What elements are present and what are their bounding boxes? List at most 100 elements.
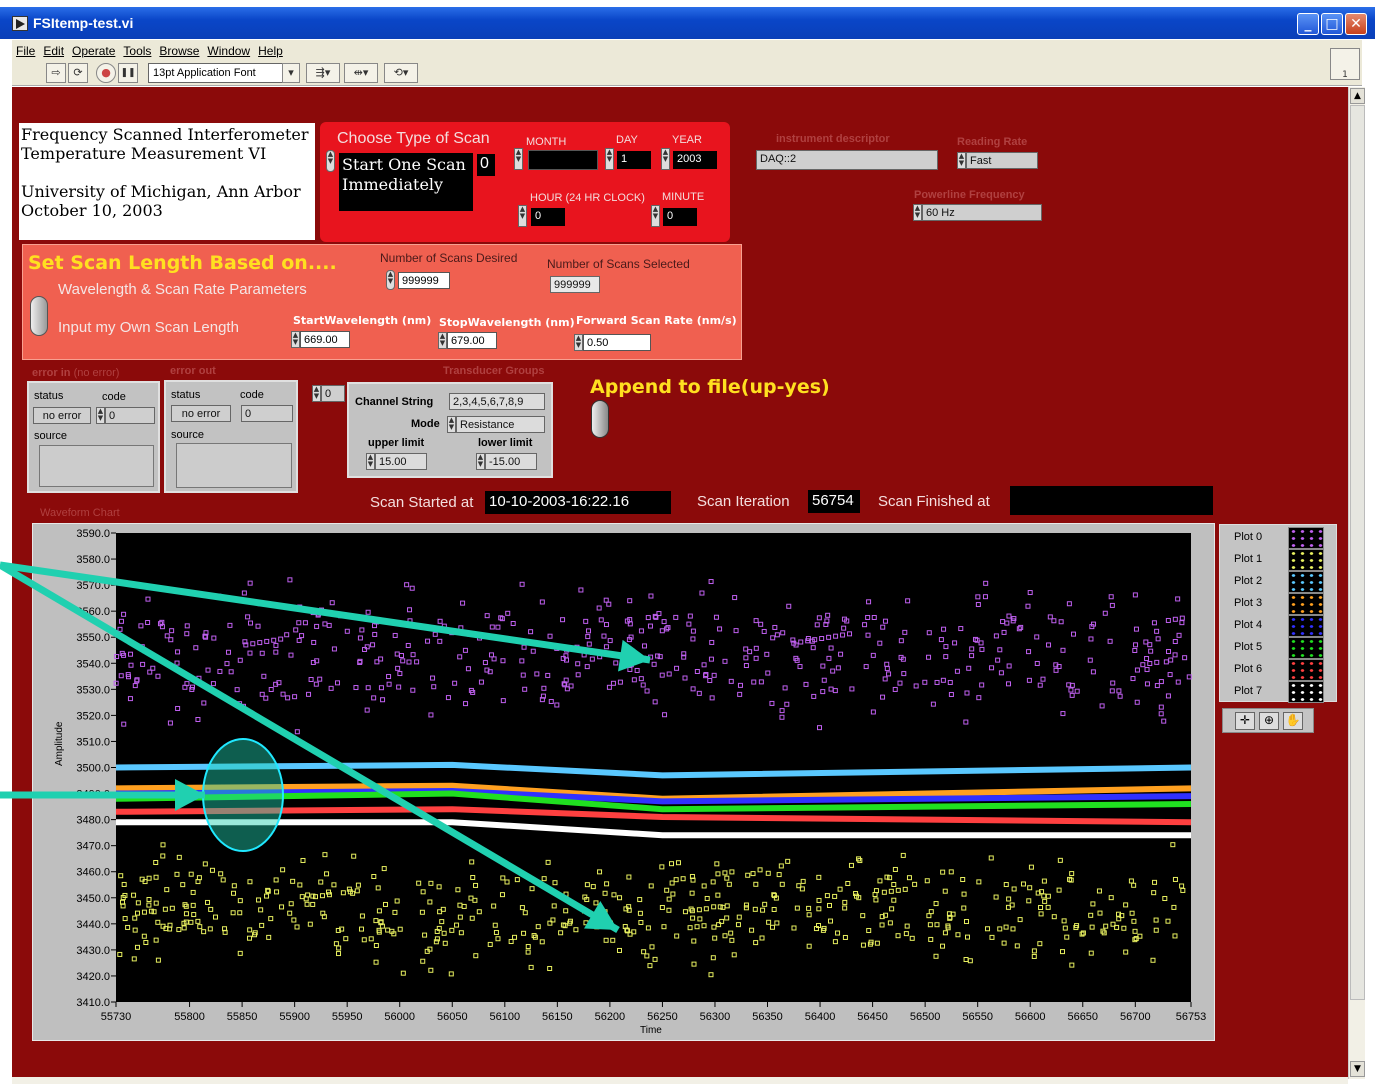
legend-row[interactable]: Plot 3 [1224,593,1334,615]
channel-string-field[interactable]: 2,3,4,5,6,7,8,9 [449,393,545,410]
legend-row[interactable]: Plot 2 [1224,571,1334,593]
maximize-button[interactable]: □ [1321,13,1343,35]
day-spinner[interactable]: ▲ ▼ [605,148,614,170]
transducer-index-spinner[interactable]: ▲ ▼ [312,385,321,402]
reading-rate-spinner[interactable]: ▲ ▼ [957,152,966,169]
chevron-down-icon[interactable]: ▾ [282,63,300,83]
mode-field[interactable]: Resistance [456,416,545,433]
horizontal-scrollbar[interactable] [12,1077,1348,1084]
data-point [169,628,175,634]
data-point [180,882,186,888]
scan-type-spinner[interactable]: ▲ ▼ [326,150,335,172]
crosshair-icon[interactable]: ✛ [1235,712,1255,730]
day-field[interactable]: 1 [617,151,651,169]
close-button[interactable]: ✕ [1345,13,1367,35]
minute-field[interactable]: 0 [663,208,697,226]
reorder-icon[interactable]: ⟲▾ [384,63,418,83]
data-point [1132,937,1138,943]
data-point [297,882,303,888]
minute-spinner[interactable]: ▲ ▼ [651,205,660,227]
legend-row[interactable]: Plot 5 [1224,637,1334,659]
vi-connector-icon[interactable]: 1 [1330,48,1360,80]
upper-limit-spinner[interactable]: ▲ ▼ [366,453,375,470]
vertical-scrollbar[interactable]: ▲ ▼ [1348,87,1365,1079]
align-objects-icon[interactable]: ⇶▾ [306,63,340,83]
scans-desired-label: Number of Scans Desired [380,251,518,265]
legend-row[interactable]: Plot 7 [1224,681,1334,703]
reading-rate-field[interactable]: Fast [966,152,1038,169]
data-point [1182,655,1188,661]
pause-icon[interactable]: ❚❚ [118,63,138,83]
scan-rate-spinner[interactable]: ▲ ▼ [574,334,583,351]
stop-wavelength-field[interactable]: 679.00 [447,332,497,349]
data-point [659,672,665,678]
data-point [113,680,119,686]
append-toggle[interactable] [591,400,609,438]
error-in-source-field[interactable] [39,445,154,487]
lower-limit-spinner[interactable]: ▲ ▼ [476,453,485,470]
month-field[interactable] [528,150,598,170]
data-point [392,909,398,915]
legend-row[interactable]: Plot 4 [1224,615,1334,637]
powerline-field[interactable]: 60 Hz [922,204,1042,221]
data-point [753,618,759,624]
scan-type-ring[interactable]: Start One Scan Immediately [339,153,473,211]
scans-desired-spinner[interactable]: ▲ ▼ [386,270,395,290]
data-point [1005,681,1011,687]
scan-rate-field[interactable]: 0.50 [583,334,651,351]
hour-field[interactable]: 0 [531,208,565,226]
minimize-button[interactable]: _ [1297,13,1319,35]
error-in-code-field[interactable]: 0 [105,407,155,424]
legend-swatch [1288,571,1324,593]
font-select[interactable]: 13pt Application Font [148,63,300,83]
scan-option-wavelength[interactable]: Wavelength & Scan Rate Parameters [58,281,307,298]
zoom-icon[interactable]: ⊕ [1259,712,1279,730]
transducer-index-field[interactable]: 0 [321,385,345,402]
year-spinner[interactable]: ▲ ▼ [661,148,670,170]
data-point [448,971,454,977]
data-point [1154,683,1160,689]
pan-hand-icon[interactable]: ✋ [1283,712,1303,730]
instrument-descriptor-field[interactable]: DAQ::2 [756,150,938,170]
distribute-objects-icon[interactable]: ⇹▾ [344,63,378,83]
data-point [174,871,180,877]
data-point [840,632,846,638]
scan-length-toggle[interactable] [30,296,48,336]
run-icon[interactable]: ⇨ [46,63,66,83]
powerline-spinner[interactable]: ▲ ▼ [913,204,922,221]
scroll-thumb[interactable] [1350,105,1365,1000]
hour-spinner[interactable]: ▲ ▼ [518,205,527,227]
year-field[interactable]: 2003 [673,151,717,169]
run-continuously-icon[interactable]: ⟳ [68,63,88,83]
data-point [1056,663,1062,669]
legend-row[interactable]: Plot 6 [1224,659,1334,681]
menu-browse[interactable]: Browse [159,44,200,58]
scroll-down-icon[interactable]: ▼ [1350,1061,1365,1077]
menu-tools[interactable]: Tools [123,44,152,58]
upper-limit-field[interactable]: 15.00 [375,453,427,470]
menu-edit[interactable]: Edit [43,44,65,58]
data-point [993,633,999,639]
menu-operate[interactable]: Operate [72,44,116,58]
lower-limit-field[interactable]: -15.00 [485,453,537,470]
legend-row[interactable]: Plot 0 [1224,527,1334,549]
x-tick-label: 56050 [437,1011,468,1023]
month-spinner[interactable]: ▲ ▼ [514,148,523,170]
stop-wavelength-spinner[interactable]: ▲ ▼ [438,332,447,349]
start-wavelength-field[interactable]: 669.00 [300,331,350,348]
scans-desired-field[interactable]: 999999 [398,272,450,289]
menu-file[interactable]: File [16,44,36,58]
legend-row[interactable]: Plot 1 [1224,549,1334,571]
data-point [865,632,871,638]
data-point [259,922,265,928]
window-title-bar[interactable]: FSItemp-test.vi _ □ ✕ [0,7,1375,39]
scroll-up-icon[interactable]: ▲ [1350,88,1365,104]
abort-icon[interactable]: ● [96,63,116,83]
start-wavelength-spinner[interactable]: ▲ ▼ [291,331,300,348]
scan-option-own-length[interactable]: Input my Own Scan Length [58,319,239,336]
menu-window[interactable]: Window [207,44,251,58]
mode-spinner[interactable]: ▲ ▼ [447,416,456,433]
error-in-code-spinner[interactable]: ▲ ▼ [96,407,105,424]
menu-help[interactable]: Help [258,44,283,58]
data-point [371,695,377,701]
